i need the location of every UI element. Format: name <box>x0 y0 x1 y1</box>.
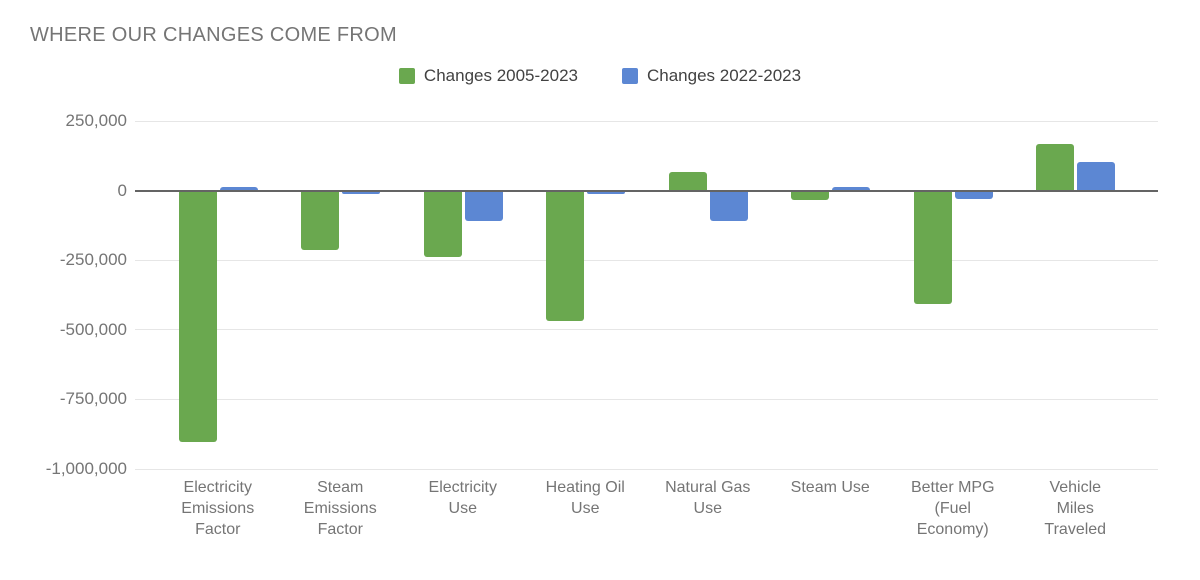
y-axis: 250,000 0 -250,000 -500,000 -750,000 -1,000,0… <box>0 111 127 478</box>
bar-changes-2005-2023-better-mpg-fuel-economy[interactable] <box>913 191 952 305</box>
y-tick-label: 0 <box>117 180 127 200</box>
bar-changes-2022-2023-natural-gas-use[interactable] <box>709 191 748 221</box>
y-tick-label: -1,000,000 <box>45 459 127 478</box>
chart-legend: Changes 2005-2023 Changes 2022-2023 <box>0 66 1200 86</box>
y-tick-label: 250,000 <box>65 111 127 130</box>
legend-label: Changes 2022-2023 <box>647 66 802 85</box>
gridline <box>135 120 1158 122</box>
bar-changes-2022-2023-heating-oil-use[interactable] <box>587 191 626 195</box>
bar-changes-2022-2023-better-mpg-fuel-economy[interactable] <box>954 191 993 199</box>
x-tick-label-steam-emissions-factor: Steam Emissions Factor <box>303 479 377 538</box>
x-tick-label-heating-oil-use: Heating Oil Use <box>545 479 625 517</box>
legend-swatch-green-icon <box>398 68 415 84</box>
legend-item-changes-2022-2023: Changes 2022-2023 <box>622 66 801 86</box>
bar-changes-2005-2023-heating-oil-use[interactable] <box>546 191 585 322</box>
zero-axis-line <box>135 189 1158 192</box>
bar-changes-2022-2023-steam-emissions-factor[interactable] <box>342 191 381 195</box>
gridline <box>135 468 1158 470</box>
x-tick-label-steam-use: Steam Use <box>790 479 870 496</box>
bar-changes-2022-2023-electricity-use[interactable] <box>464 191 503 221</box>
gridline <box>135 398 1158 400</box>
gridline <box>135 329 1158 331</box>
x-tick-label-better-mpg-fuel-economy: Better MPG (Fuel Economy) <box>910 479 995 538</box>
legend-label: Changes 2005-2023 <box>423 66 578 85</box>
gridline <box>135 259 1158 261</box>
bar-changes-2005-2023-steam-use[interactable] <box>791 191 830 200</box>
x-tick-label-natural-gas-use: Natural Gas Use <box>665 479 751 517</box>
bar-changes-2005-2023-steam-emissions-factor[interactable] <box>301 191 340 251</box>
x-tick-label-electricity-use: Electricity Use <box>428 479 497 517</box>
bar-changes-2022-2023-steam-use[interactable] <box>832 186 871 190</box>
bar-changes-2005-2023-electricity-use[interactable] <box>423 191 462 258</box>
plot-area <box>135 120 1158 470</box>
bar-changes-2022-2023-vehicle-miles-traveled[interactable] <box>1077 161 1116 190</box>
chart-title: WHERE OUR CHANGES COME FROM <box>30 24 397 46</box>
bar-changes-2022-2023-electricity-emissions-factor[interactable] <box>219 186 258 190</box>
y-tick-label: -500,000 <box>59 319 127 339</box>
x-tick-label-vehicle-miles-traveled: Vehicle Miles Traveled <box>1044 479 1107 538</box>
legend-item-changes-2005-2023: Changes 2005-2023 <box>398 66 578 86</box>
x-axis: Electricity Emissions Factor Steam Emissi… <box>135 477 1158 567</box>
y-tick-label: -750,000 <box>59 389 127 409</box>
bar-changes-2005-2023-natural-gas-use[interactable] <box>668 171 707 190</box>
bar-changes-2005-2023-electricity-emissions-factor[interactable] <box>178 191 217 443</box>
x-tick-label-electricity-emissions-factor: Electricity Emissions Factor <box>181 479 255 538</box>
y-tick-label: -250,000 <box>59 250 127 270</box>
bar-changes-2005-2023-vehicle-miles-traveled[interactable] <box>1036 143 1075 190</box>
legend-swatch-blue-icon <box>622 68 638 84</box>
